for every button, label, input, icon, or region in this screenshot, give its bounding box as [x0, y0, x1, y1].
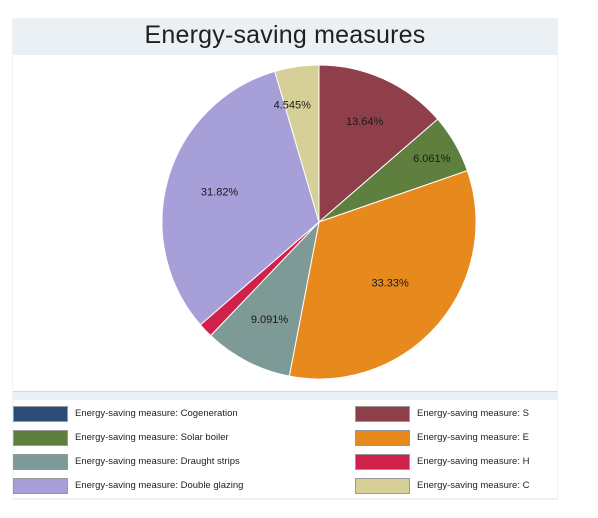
legend-label: Energy-saving measure: Draught strips: [75, 456, 240, 467]
pie-slice: [209, 220, 320, 377]
legend-body: Energy-saving measure: Cogeneration Energ…: [13, 400, 557, 498]
legend-swatch: [355, 478, 410, 494]
slice-label: 4.545%: [274, 99, 312, 111]
legend-label: Energy-saving measure: S: [417, 408, 529, 419]
slice-label: 13.64%: [346, 116, 384, 128]
legend-label: Energy-saving measure: H: [417, 456, 530, 467]
pie-slice: [288, 170, 477, 380]
pie-slice: [161, 70, 320, 326]
legend-label: Energy-saving measure: E: [417, 432, 529, 443]
legend-label: Energy-saving measure: Solar boiler: [75, 432, 229, 443]
legend-swatch: [13, 406, 68, 422]
legend-swatch: [355, 406, 410, 422]
slice-label: 31.82%: [201, 187, 239, 199]
slice-label: 6.061%: [413, 153, 451, 165]
title-band: Energy-saving measures: [13, 19, 557, 55]
legend-label: Energy-saving measure: C: [417, 480, 530, 491]
legend-label: Energy-saving measure: Cogeneration: [75, 408, 238, 419]
slice-label: 33.33%: [372, 278, 410, 290]
legend-swatch: [355, 430, 410, 446]
pie-slice: [274, 64, 320, 223]
legend-swatch: [13, 430, 68, 446]
legend-swatch: [13, 478, 68, 494]
pie-chart: 13.64%6.061%33.33%9.091%1.515%31.82%4.54…: [161, 64, 477, 380]
chart-title: Energy-saving measures: [144, 21, 426, 49]
legend-swatch: [355, 454, 410, 470]
legend: Energy-saving measure: Cogeneration Energ…: [13, 391, 557, 499]
legend-swatch: [13, 454, 68, 470]
chart-frame: Energy-saving measures 13.64% 6.061% 33.33…: [12, 18, 558, 500]
pie-slice: [318, 64, 439, 224]
slice-label: 9.091%: [251, 314, 289, 326]
legend-label: Energy-saving measure: Double glazing: [75, 480, 244, 491]
